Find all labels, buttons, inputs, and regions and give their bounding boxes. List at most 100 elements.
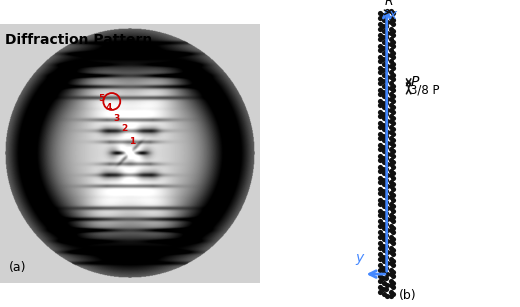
- Point: [387, 283, 396, 288]
- Point: [376, 256, 384, 261]
- Point: [380, 291, 388, 296]
- Point: [379, 287, 387, 292]
- Point: [386, 201, 395, 206]
- Point: [380, 226, 388, 231]
- Point: [376, 223, 384, 228]
- Point: [388, 55, 397, 60]
- Point: [379, 13, 387, 18]
- Point: [382, 232, 390, 237]
- Point: [387, 107, 396, 112]
- Point: [387, 9, 396, 14]
- Point: [376, 114, 384, 119]
- Point: [376, 26, 384, 31]
- Point: [376, 44, 385, 49]
- Point: [382, 177, 390, 182]
- Point: [382, 254, 390, 259]
- Point: [376, 191, 384, 196]
- Point: [388, 153, 397, 158]
- Text: x: x: [388, 8, 397, 22]
- Point: [382, 166, 390, 171]
- Point: [379, 57, 387, 62]
- Point: [387, 19, 396, 24]
- Point: [383, 30, 391, 35]
- Point: [389, 149, 397, 154]
- Point: [388, 109, 397, 114]
- Point: [376, 252, 385, 257]
- Point: [387, 250, 396, 255]
- Point: [387, 173, 396, 178]
- Point: [387, 41, 396, 46]
- Point: [376, 186, 385, 191]
- Point: [383, 217, 391, 222]
- Point: [388, 186, 397, 191]
- Point: [389, 105, 397, 110]
- Point: [388, 142, 397, 147]
- Point: [382, 287, 390, 292]
- Point: [376, 241, 385, 246]
- Point: [387, 63, 396, 68]
- Point: [379, 265, 387, 270]
- Point: [382, 188, 390, 193]
- Point: [383, 9, 391, 14]
- Point: [380, 215, 388, 220]
- Point: [387, 129, 396, 134]
- Point: [386, 136, 395, 141]
- Point: [389, 204, 397, 208]
- Point: [379, 276, 387, 281]
- Point: [382, 145, 390, 150]
- Point: [383, 52, 391, 57]
- Point: [389, 83, 397, 88]
- Point: [389, 291, 397, 296]
- Point: [380, 50, 388, 55]
- Point: [382, 24, 390, 29]
- Point: [383, 293, 391, 298]
- Text: 4: 4: [106, 103, 112, 112]
- Point: [386, 157, 395, 162]
- Point: [379, 243, 387, 248]
- Point: [383, 250, 391, 255]
- Point: [382, 265, 390, 270]
- Point: [383, 107, 391, 112]
- Point: [382, 155, 390, 160]
- Point: [387, 162, 396, 167]
- Point: [386, 125, 395, 130]
- Point: [389, 193, 397, 198]
- Point: [382, 68, 390, 73]
- Point: [388, 65, 397, 70]
- Point: [380, 182, 388, 187]
- Text: y: y: [355, 251, 363, 265]
- Point: [388, 197, 397, 202]
- Point: [387, 85, 396, 90]
- Point: [389, 182, 397, 187]
- Point: [386, 147, 395, 152]
- Point: [376, 267, 384, 272]
- Point: [380, 39, 388, 44]
- Point: [389, 127, 397, 132]
- Point: [382, 134, 390, 138]
- Point: [387, 206, 396, 211]
- Point: [376, 212, 384, 217]
- Point: [383, 19, 391, 24]
- Point: [387, 272, 396, 277]
- Text: (a): (a): [9, 261, 27, 274]
- Point: [386, 48, 395, 53]
- Point: [389, 138, 397, 143]
- Point: [382, 221, 390, 226]
- Text: 2: 2: [122, 124, 128, 133]
- Point: [388, 263, 397, 268]
- Point: [387, 184, 396, 189]
- Point: [386, 223, 395, 228]
- Point: [382, 122, 390, 127]
- Point: [383, 85, 391, 90]
- Text: 1: 1: [129, 137, 136, 146]
- Point: [379, 111, 387, 116]
- Point: [376, 153, 385, 158]
- Text: (b): (b): [399, 289, 417, 301]
- Point: [387, 228, 396, 233]
- Point: [389, 215, 397, 220]
- Point: [388, 274, 397, 279]
- Point: [380, 171, 388, 176]
- Point: [383, 239, 391, 244]
- Point: [380, 247, 388, 252]
- Point: [386, 289, 395, 294]
